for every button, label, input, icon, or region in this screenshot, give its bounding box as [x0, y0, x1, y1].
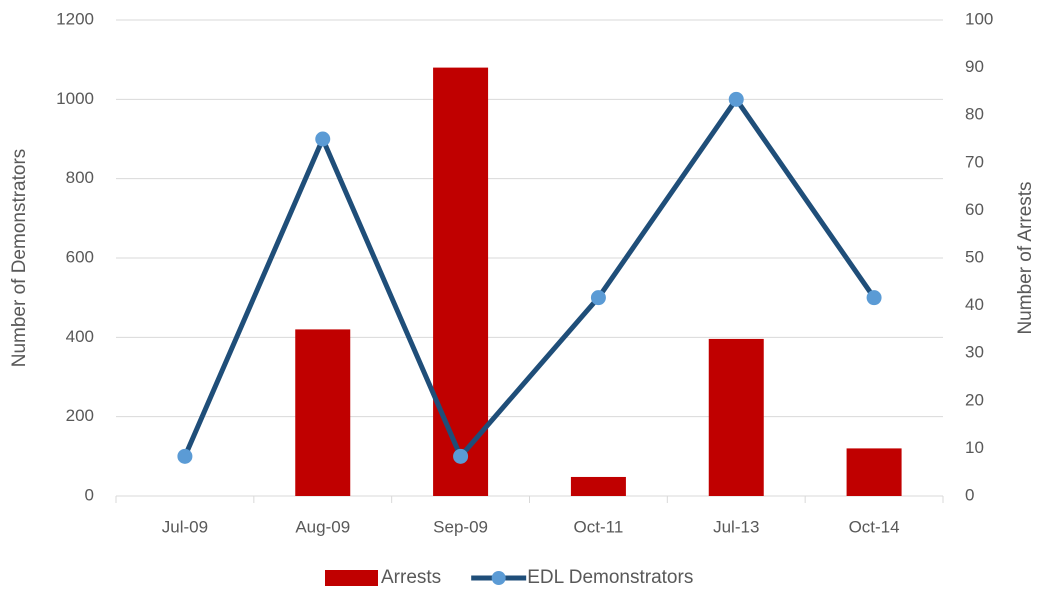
y2-tick-label: 0: [965, 485, 974, 504]
bar: [708, 338, 764, 496]
y2-tick-label: 90: [965, 57, 984, 76]
y2-tick-label: 30: [965, 343, 984, 362]
marker: [315, 131, 331, 147]
y-tick-label: 400: [66, 327, 94, 346]
y-tick-label: 1200: [56, 9, 94, 28]
y2-tick-label: 60: [965, 200, 984, 219]
bar: [846, 448, 902, 496]
y2-tick-label: 10: [965, 438, 984, 457]
bar: [570, 476, 626, 496]
y2-axis-title: Number of Arrests: [1015, 181, 1036, 334]
y2-tick-label: 80: [965, 105, 984, 124]
x-tick-label: Oct-14: [849, 517, 900, 536]
bar: [433, 67, 489, 496]
marker: [590, 290, 606, 306]
y-tick-label: 600: [66, 247, 94, 266]
y2-tick-label: 50: [965, 247, 984, 266]
y2-tick-label: 100: [965, 9, 993, 28]
x-tick-label: Jul-13: [713, 517, 759, 536]
y-tick-label: 0: [85, 485, 94, 504]
y2-tick-label: 40: [965, 295, 984, 314]
y-tick-label: 200: [66, 406, 94, 425]
legend-marker: [491, 571, 506, 585]
bar: [295, 329, 351, 496]
marker: [866, 290, 882, 306]
line: [182, 96, 877, 459]
marker: [177, 448, 193, 464]
y2-tick-label: 70: [965, 152, 984, 171]
x-tick-label: Aug-09: [295, 517, 350, 536]
legend-label: Arrests: [381, 567, 441, 588]
legend-label: EDL Demonstrators: [527, 567, 693, 588]
x-tick-label: Sep-09: [433, 517, 488, 536]
y-tick-label: 1000: [56, 89, 94, 108]
x-tick-label: Oct-11: [574, 517, 624, 536]
y-axis-title: Number of Demonstrators: [9, 149, 30, 368]
legend-swatch: [325, 570, 378, 586]
y-tick-label: 800: [66, 168, 94, 187]
y2-tick-label: 20: [965, 390, 984, 409]
marker: [728, 91, 744, 107]
x-tick-label: Jul-09: [162, 517, 208, 536]
marker: [453, 448, 469, 464]
